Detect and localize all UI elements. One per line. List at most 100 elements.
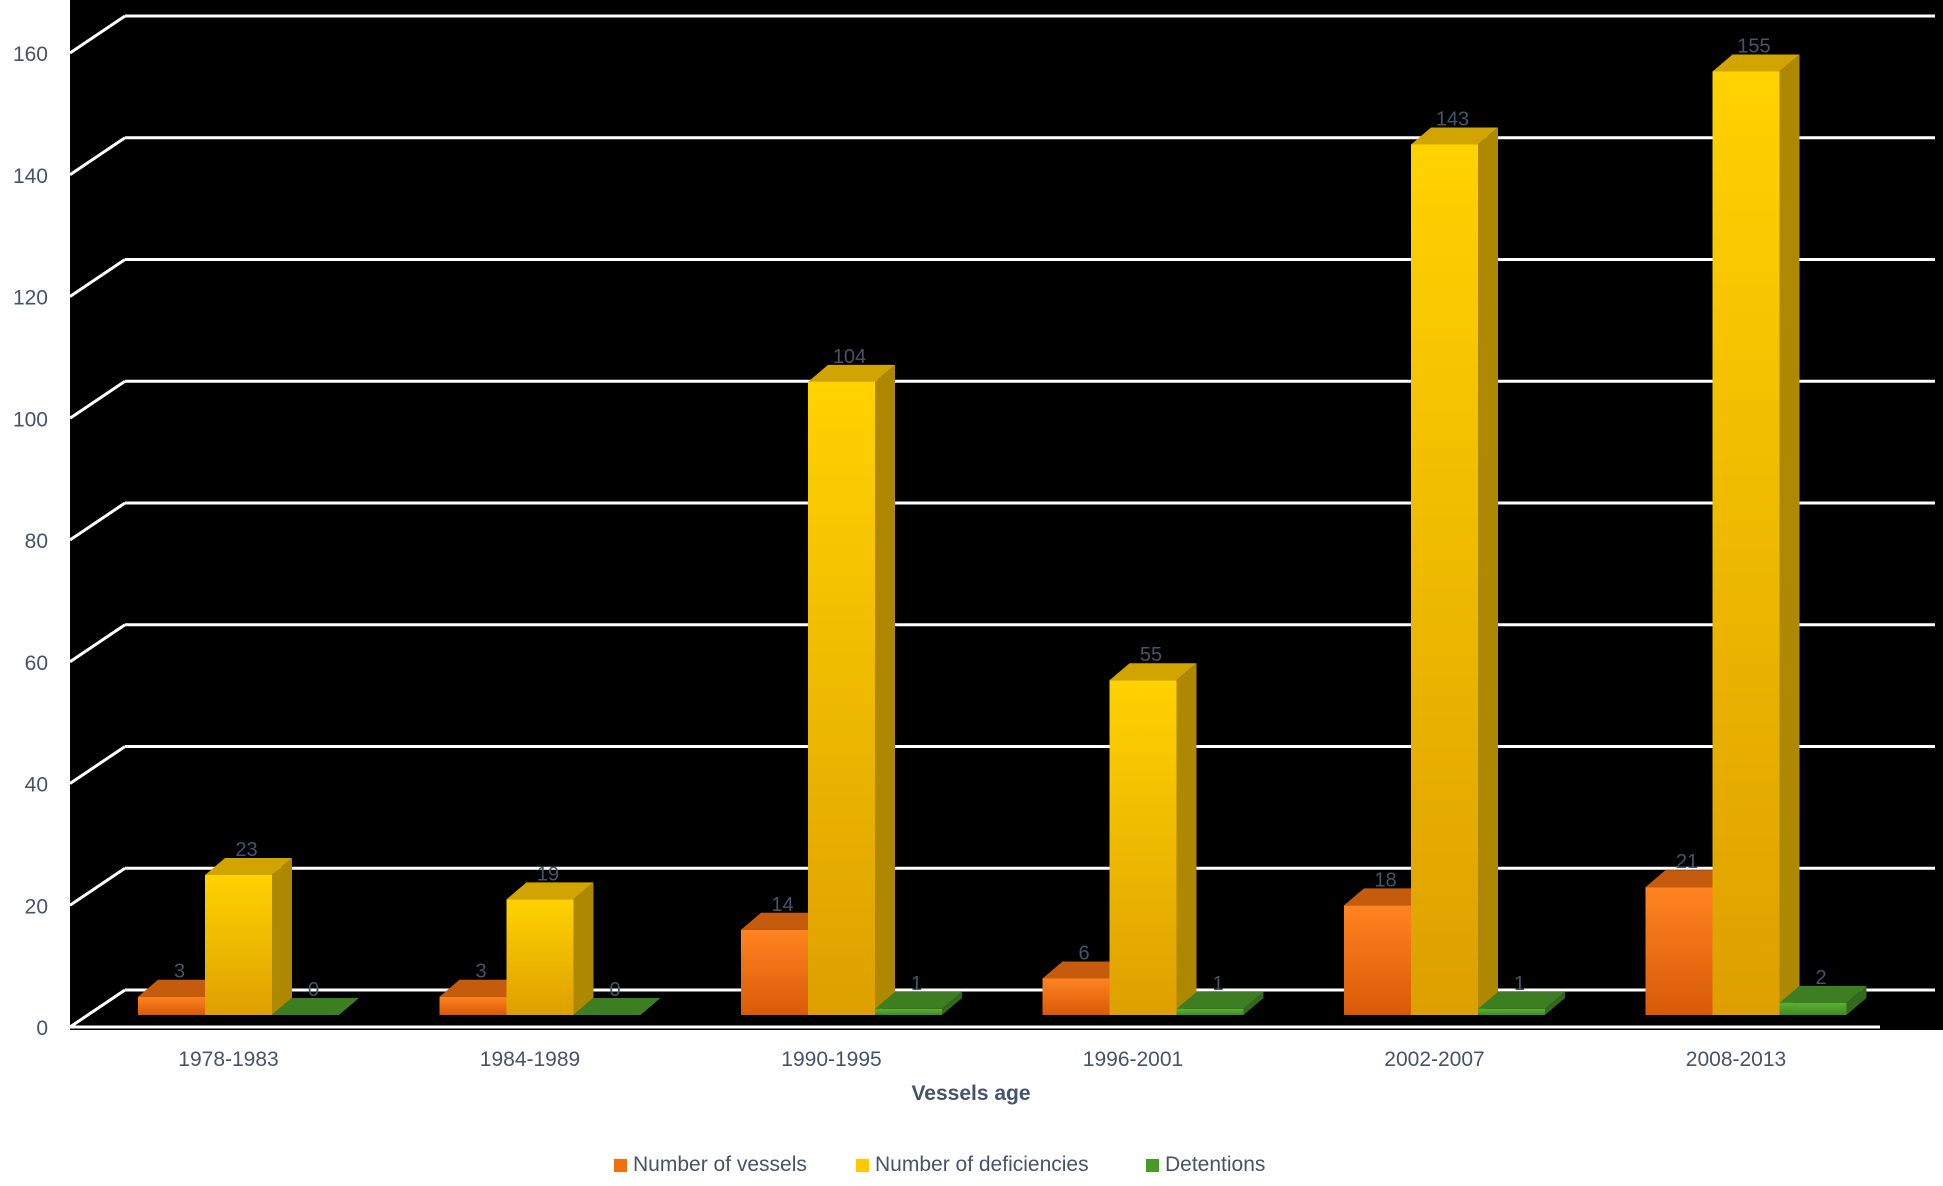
y-tick-label: 60 bbox=[25, 652, 48, 675]
data-label: 155 bbox=[1737, 35, 1770, 57]
data-label: 19 bbox=[537, 863, 559, 885]
data-label: 6 bbox=[1078, 942, 1089, 964]
legend-item: Number of vessels bbox=[614, 1153, 807, 1176]
bar-top-face bbox=[439, 979, 527, 997]
legend-item: Number of deficiencies bbox=[856, 1153, 1089, 1176]
bar bbox=[1779, 985, 1867, 1015]
legend-item: Detentions bbox=[1146, 1153, 1265, 1176]
bar-top-face bbox=[808, 364, 895, 382]
y-tick-label: 100 bbox=[13, 408, 48, 431]
bar bbox=[1712, 54, 1800, 1015]
bar-top-face bbox=[1645, 870, 1733, 888]
bar-top-face bbox=[138, 979, 225, 997]
bar-front-face bbox=[439, 996, 507, 1015]
bar-front-face bbox=[1645, 887, 1713, 1015]
data-label: 3 bbox=[174, 961, 185, 983]
bar-front-face bbox=[1712, 71, 1780, 1015]
bar bbox=[808, 364, 895, 1015]
bar-side-face bbox=[1545, 991, 1565, 1015]
bar bbox=[272, 998, 359, 1015]
bar-top-face bbox=[506, 882, 594, 900]
bar bbox=[1411, 127, 1498, 1016]
y-tick-label: 80 bbox=[25, 530, 48, 553]
bar-side-face bbox=[942, 991, 962, 1015]
legend-swatch bbox=[856, 1159, 869, 1172]
bar-front-face bbox=[506, 899, 574, 1015]
gridline-side bbox=[69, 258, 126, 298]
bar bbox=[506, 882, 594, 1015]
legend-label: Number of vessels bbox=[633, 1153, 807, 1176]
data-label: 1 bbox=[1212, 973, 1223, 995]
gridline-side bbox=[69, 623, 126, 663]
data-label: 143 bbox=[1436, 108, 1469, 130]
bar-front-face bbox=[1109, 680, 1177, 1015]
data-label: 14 bbox=[771, 894, 793, 916]
x-tick-label: 2002-2007 bbox=[1384, 1048, 1484, 1071]
bar-side-face bbox=[1846, 985, 1867, 1015]
bar-front-face bbox=[205, 874, 272, 1015]
data-label: 104 bbox=[833, 346, 866, 368]
data-label: 3 bbox=[475, 961, 486, 983]
bar bbox=[573, 998, 661, 1015]
bar-front-face bbox=[1411, 144, 1478, 1016]
y-tick-label: 120 bbox=[13, 287, 48, 310]
bar-side-face bbox=[875, 364, 895, 1015]
gridline-side bbox=[69, 14, 126, 55]
bar-top-face bbox=[741, 912, 828, 930]
bar bbox=[1176, 991, 1264, 1015]
y-tick-label: 160 bbox=[13, 43, 48, 66]
bar-side-face bbox=[272, 857, 292, 1015]
x-tick-label: 2008-2013 bbox=[1686, 1048, 1786, 1071]
data-label: 0 bbox=[308, 979, 319, 1001]
bar-front-face bbox=[1042, 978, 1110, 1015]
bar bbox=[875, 991, 962, 1015]
bar-front-face bbox=[1779, 1002, 1847, 1015]
bar-top-face bbox=[1478, 991, 1565, 1009]
data-label: 21 bbox=[1676, 851, 1698, 873]
bar-top-face bbox=[1344, 888, 1431, 906]
bar-front-face bbox=[138, 996, 205, 1015]
bar-top-face bbox=[1779, 985, 1867, 1003]
data-label: 1 bbox=[911, 973, 922, 995]
bar-front-face bbox=[1176, 1008, 1244, 1015]
bar bbox=[1109, 663, 1197, 1015]
data-label: 23 bbox=[235, 839, 257, 861]
data-label: 2 bbox=[1815, 967, 1826, 989]
bar-side-face bbox=[1176, 663, 1197, 1015]
bar bbox=[1478, 991, 1565, 1015]
gridline-side bbox=[69, 745, 126, 785]
x-tick-label: 1978-1983 bbox=[178, 1048, 278, 1071]
bar-side-face bbox=[573, 882, 594, 1015]
bar-top-face bbox=[875, 991, 962, 1009]
plot-background bbox=[70, 0, 1943, 1030]
x-tick-label: 1984-1989 bbox=[480, 1048, 580, 1071]
bar-top-face bbox=[1411, 127, 1498, 145]
bar-front-face bbox=[875, 1008, 942, 1015]
bar-side-face bbox=[1478, 127, 1498, 1016]
gridline-side bbox=[69, 501, 126, 542]
y-tick-label: 0 bbox=[36, 1017, 48, 1040]
legend-label: Number of deficiencies bbox=[875, 1153, 1089, 1176]
bar-top-face bbox=[272, 998, 359, 1015]
data-label: 0 bbox=[609, 979, 620, 1001]
bar-front-face bbox=[1344, 905, 1411, 1015]
y-tick-label: 20 bbox=[25, 895, 48, 918]
gridline-side bbox=[69, 380, 126, 420]
legend-swatch bbox=[1146, 1159, 1159, 1172]
x-tick-label: 1990-1995 bbox=[781, 1048, 881, 1071]
data-label: 1 bbox=[1514, 973, 1525, 995]
bar-side-face bbox=[1243, 991, 1264, 1015]
x-axis-title: Vessels age bbox=[911, 1082, 1030, 1105]
bar-top-face bbox=[205, 857, 292, 875]
legend-label: Detentions bbox=[1165, 1153, 1265, 1176]
x-tick-label: 1996-2001 bbox=[1083, 1048, 1183, 1071]
bar-top-face bbox=[1712, 54, 1800, 72]
data-label: 18 bbox=[1374, 869, 1396, 891]
bar-top-face bbox=[1042, 961, 1130, 979]
legend-swatch bbox=[614, 1159, 627, 1172]
gridline-side bbox=[69, 988, 126, 1029]
bar-side-face bbox=[1779, 54, 1800, 1015]
y-tick-label: 140 bbox=[13, 165, 48, 188]
